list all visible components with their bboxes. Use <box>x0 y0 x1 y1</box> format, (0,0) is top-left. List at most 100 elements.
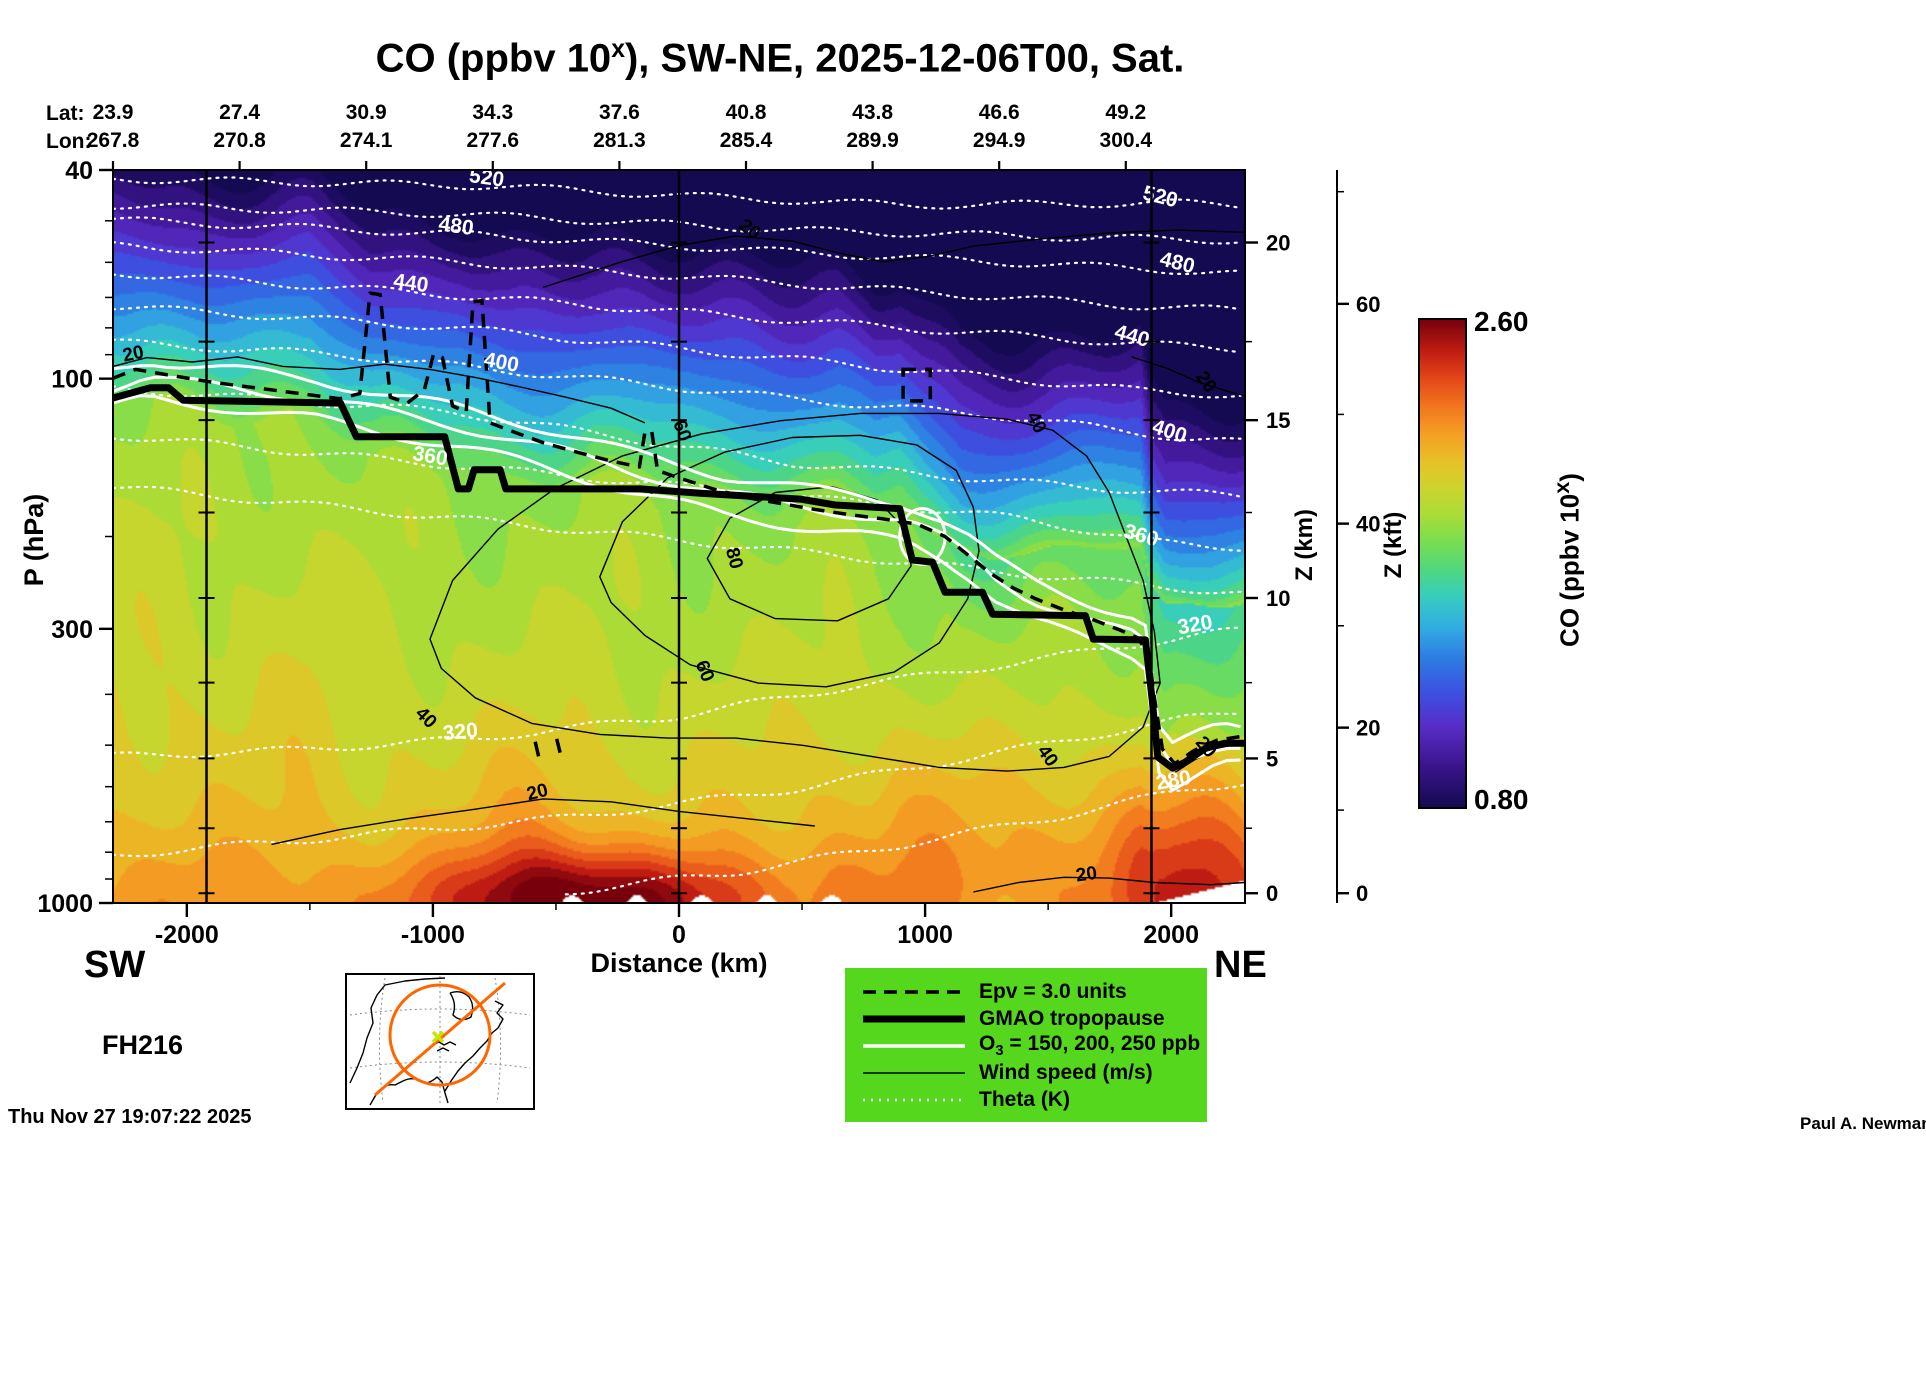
lat-tick-label: 46.6 <box>979 101 1020 124</box>
legend-sample-o3-white <box>863 1043 965 1048</box>
wind-contour-label: 20 <box>525 780 551 805</box>
corner-label-sw: SW <box>84 944 146 986</box>
theta-contour-line <box>564 783 1247 896</box>
theta-contour-label: 480 <box>437 212 475 240</box>
wind-contour-line <box>973 876 1246 893</box>
theta-contour-line <box>111 241 1242 311</box>
wind-contour-label: 20 <box>1075 863 1099 887</box>
creation-timestamp: Thu Nov 27 19:07:22 2025 <box>8 1106 252 1128</box>
wind-contour-line <box>599 434 980 688</box>
z-km-tick-label: 10 <box>1266 586 1290 611</box>
pressure-axis-label: P (hPa) <box>19 493 49 587</box>
lat-tick-label: 49.2 <box>1105 101 1146 124</box>
colorbar-min-label: 0.80 <box>1474 784 1529 815</box>
theta-contour-label: 520 <box>1141 182 1181 213</box>
colorbar-label-exponent: x <box>1549 481 1574 494</box>
theta-contour-label: 360 <box>411 442 450 471</box>
corner-label-ne: NE <box>1214 944 1267 986</box>
x-axis-tick-label: -2000 <box>155 921 219 949</box>
forecast-hour-label: FH216 <box>102 1030 184 1060</box>
theta-contour-line <box>111 626 1242 759</box>
legend-item-o3-white: O3 = 150, 200, 250 ppb <box>859 1032 1207 1059</box>
lon-axis-prefix: Lon: <box>46 130 92 153</box>
pressure-axis-tick-label: 100 <box>51 366 93 394</box>
wind-contour-line <box>112 356 646 424</box>
lat-tick-label: 34.3 <box>472 101 513 124</box>
legend-sample-wind-thin <box>863 1071 965 1074</box>
wind-contour-label: 40 <box>1022 408 1050 437</box>
wind-contour-label: 60 <box>691 657 718 684</box>
legend-item-tropopause-thick: GMAO tropopause <box>859 1005 1207 1032</box>
lat-tick-label: 27.4 <box>219 101 260 124</box>
colorbar-max-label: 2.60 <box>1474 306 1529 337</box>
inset-map <box>345 973 535 1110</box>
z-km-axis-label: Z (km) <box>1291 509 1318 581</box>
epv-contour-line <box>112 291 1246 766</box>
theta-contour-line <box>111 712 1242 858</box>
colorbar-axis-label: CO (ppbv 10x) <box>1548 450 1585 670</box>
lon-tick-label: 300.4 <box>1100 129 1153 152</box>
theta-contour-line <box>111 273 1242 354</box>
lat-tick-label: 43.8 <box>852 101 893 124</box>
theta-contour-line <box>111 176 1242 210</box>
legend-label: Epv = 3.0 units <box>979 979 1127 1003</box>
colorbar-label-post: ) <box>1554 473 1585 482</box>
z-kft-tick-label: 0 <box>1356 881 1368 906</box>
credit-text: Paul A. Newman (NASA <box>1800 1114 1926 1133</box>
ozone-contour-line <box>112 394 1241 792</box>
theta-contour-label: 320 <box>1176 611 1215 640</box>
lon-tick-label: 281.3 <box>593 129 646 152</box>
z-km-tick-label: 5 <box>1266 746 1278 771</box>
lat-tick-label: 37.6 <box>599 101 640 124</box>
lon-tick-label: 285.4 <box>720 129 773 152</box>
z-kft-tick-label: 20 <box>1356 716 1380 741</box>
legend-rows: Epv = 3.0 units GMAO tropopause O3 = 150, … <box>859 978 1207 1113</box>
wind-contour-label: 20 <box>121 342 146 367</box>
theta-contour-line <box>111 485 1242 595</box>
lon-tick-label: 270.8 <box>213 129 266 152</box>
theta-contour-line <box>111 202 1242 245</box>
wind-contour-label: 40 <box>1033 741 1062 770</box>
theta-contour-label: 440 <box>392 270 430 298</box>
colorbar-label-pre: CO (ppbv 10 <box>1554 493 1585 647</box>
theta-contour-line <box>111 216 1242 276</box>
x-axis-tick-label: -1000 <box>401 921 465 949</box>
lon-tick-label: 294.9 <box>973 129 1026 152</box>
colorbar <box>1418 318 1467 809</box>
legend-label: Theta (K) <box>979 1087 1070 1111</box>
epv-contour-mark <box>555 738 562 754</box>
x-axis-tick-label: 0 <box>672 921 686 949</box>
z-kft-tick-label: 60 <box>1356 292 1380 317</box>
legend-label: Wind speed (m/s) <box>979 1060 1153 1084</box>
legend-item-epv-dashed: Epv = 3.0 units <box>859 978 1207 1005</box>
epv-contour-loop <box>901 367 933 403</box>
legend-item-wind-thin: Wind speed (m/s) <box>859 1059 1207 1086</box>
wind-contour-label: 20 <box>735 215 765 245</box>
legend-label: O3 = 150, 200, 250 ppb <box>979 1031 1201 1060</box>
page-title: CO (ppbv 10x), SW-NE, 2025-12-06T00, Sat… <box>0 36 1560 81</box>
z-km-tick-label: 20 <box>1266 231 1290 256</box>
wind-contour-line <box>429 412 1161 772</box>
wind-contour-label: 20 <box>1191 368 1220 397</box>
lon-tick-label: 267.8 <box>87 129 140 152</box>
legend-sample-theta-dotted <box>863 1098 965 1101</box>
wind-contour-label: 80 <box>721 545 747 571</box>
pressure-axis-tick-label: 300 <box>51 616 93 644</box>
theta-contour-label: 400 <box>482 348 521 377</box>
theta-contour-label: 360 <box>1121 520 1161 552</box>
legend-sample-tropopause-thick <box>863 1015 965 1022</box>
lon-tick-label: 274.1 <box>340 129 393 152</box>
plot-overlays: 5205204804804404404004003603603203202802… <box>111 164 1247 903</box>
legend-item-theta-dotted: Theta (K) <box>859 1086 1207 1113</box>
inset-map-center-marker <box>431 1030 445 1044</box>
wind-contour-label: 40 <box>411 703 441 733</box>
z-km-tick-label: 0 <box>1266 881 1278 906</box>
lat-tick-label: 23.9 <box>93 101 134 124</box>
legend-sample-epv-dashed <box>863 989 965 994</box>
wind-contour-line <box>1131 356 1246 397</box>
wind-contour-label: 60 <box>668 417 695 444</box>
lat-tick-label: 40.8 <box>726 101 767 124</box>
theta-contour-label: 440 <box>1112 320 1152 352</box>
pressure-axis-tick-label: 40 <box>65 157 93 185</box>
